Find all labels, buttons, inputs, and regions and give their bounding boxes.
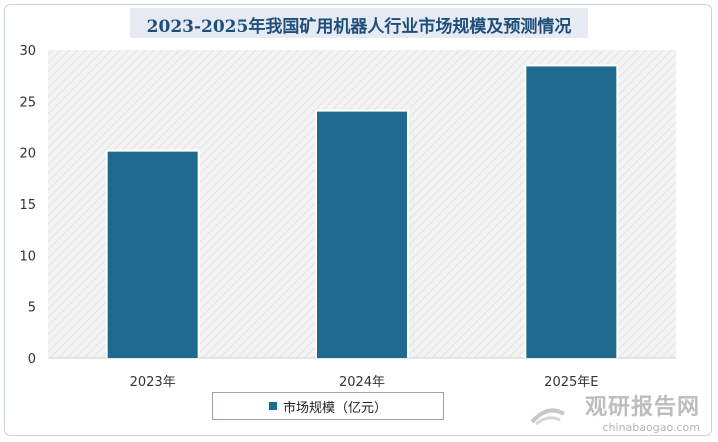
x-tick-label: 2024年 xyxy=(339,375,385,390)
watermark-logo-icon xyxy=(530,408,566,426)
watermark: 观研报告网 chinabaogao.com xyxy=(585,389,700,434)
x-tick-label: 2025年E xyxy=(544,375,598,390)
y-tick-label: 30 xyxy=(19,44,36,59)
y-tick-label: 5 xyxy=(28,301,36,316)
bar xyxy=(526,66,617,358)
title-band xyxy=(130,8,588,38)
legend: 市场规模（亿元） xyxy=(212,392,444,420)
bar xyxy=(317,111,407,358)
chart-title: 2023-2025年我国矿用机器人行业市场规模及预测情况 xyxy=(146,17,572,37)
watermark-cn: 观研报告网 xyxy=(584,395,700,420)
bar xyxy=(107,151,198,358)
x-tick-label: 2023年 xyxy=(130,375,176,390)
legend-swatch xyxy=(268,402,277,410)
y-tick-label: 15 xyxy=(19,198,36,213)
watermark-en: chinabaogao.com xyxy=(602,421,701,434)
y-tick-label: 0 xyxy=(28,352,36,367)
legend-label: 市场规模（亿元） xyxy=(282,400,387,416)
y-tick-label: 25 xyxy=(19,95,36,110)
y-tick-label: 10 xyxy=(19,249,36,264)
y-tick-label: 20 xyxy=(19,147,36,162)
